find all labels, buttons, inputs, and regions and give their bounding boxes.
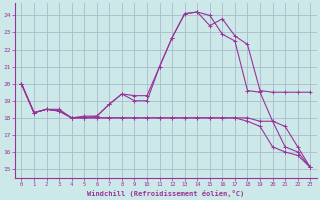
X-axis label: Windchill (Refroidissement éolien,°C): Windchill (Refroidissement éolien,°C) <box>87 190 244 197</box>
